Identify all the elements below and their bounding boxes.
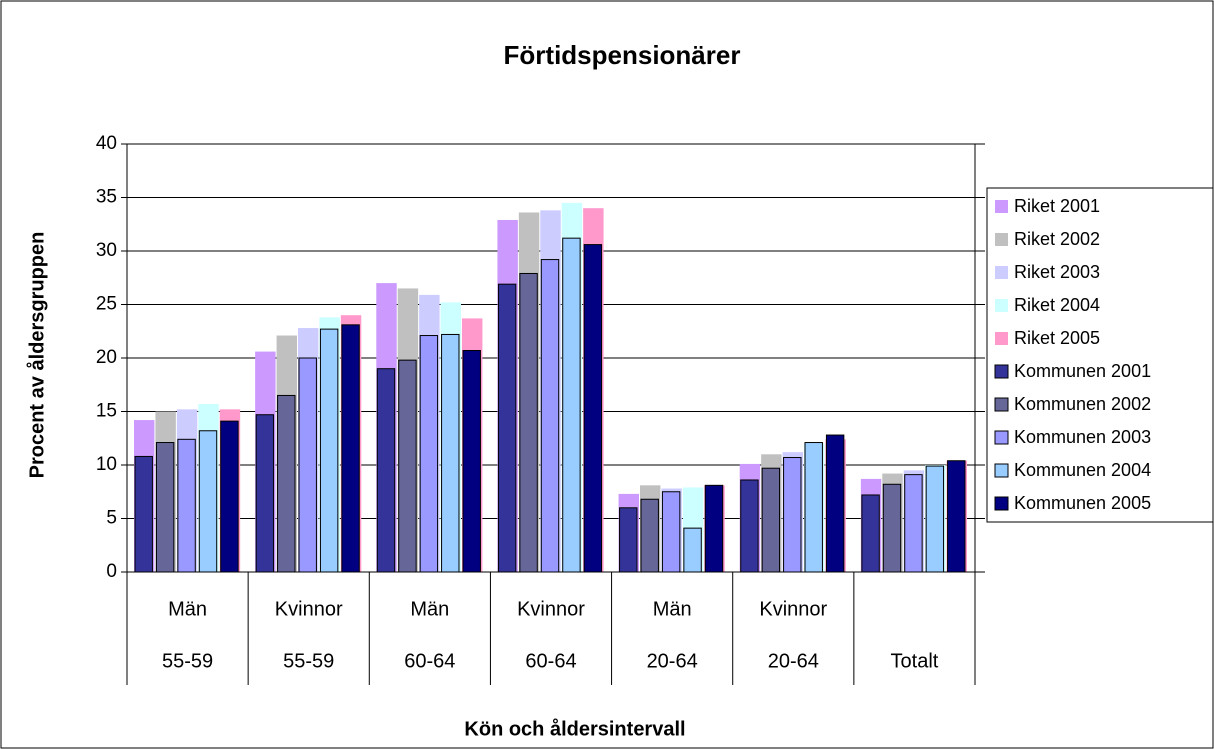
front-bar xyxy=(540,259,560,573)
legend-label: Kommunen 2005 xyxy=(1014,493,1151,513)
y-tick-label: 20 xyxy=(96,347,117,368)
legend xyxy=(986,187,1214,523)
x-group-label: 20-64 xyxy=(647,650,698,672)
front-bar xyxy=(277,394,296,573)
front-bar xyxy=(882,483,902,573)
legend-swatch xyxy=(994,397,1009,412)
front-bar xyxy=(341,324,360,573)
y-tick-label: 30 xyxy=(96,240,117,261)
legend-label: Kommunen 2001 xyxy=(1014,361,1151,381)
front-bar xyxy=(583,244,603,573)
legend-label: Riket 2004 xyxy=(1014,295,1100,315)
legend-swatch xyxy=(995,332,1008,345)
legend-swatch xyxy=(994,496,1009,511)
y-tick-label: 25 xyxy=(96,294,117,315)
x-group-label: 55-59 xyxy=(162,650,213,672)
front-bar xyxy=(804,442,823,573)
front-bar xyxy=(298,357,317,573)
front-bar xyxy=(640,498,659,573)
front-bar xyxy=(319,328,339,573)
x-axis-title: Kön och åldersintervall xyxy=(464,717,685,740)
front-bar xyxy=(904,474,923,573)
y-tick-label: 0 xyxy=(106,561,117,582)
x-group-label: 60-64 xyxy=(525,650,576,672)
legend-label: Kommunen 2003 xyxy=(1014,427,1151,447)
legend-swatch xyxy=(995,233,1008,246)
y-tick-label: 35 xyxy=(96,187,117,208)
x-tick-label: Män xyxy=(410,598,449,620)
legend-label: Riket 2005 xyxy=(1014,328,1100,348)
x-tick-label: Män xyxy=(168,598,207,620)
front-bar xyxy=(198,430,218,573)
legend-label: Kommunen 2002 xyxy=(1014,394,1151,414)
x-tick-label: Kvinnor xyxy=(759,598,827,620)
front-bar xyxy=(177,438,196,573)
front-bar xyxy=(155,442,175,573)
front-bar xyxy=(134,455,153,573)
legend-label: Riket 2001 xyxy=(1014,196,1100,216)
y-tick-label: 10 xyxy=(96,454,117,475)
front-bar xyxy=(398,359,417,573)
legend-swatch xyxy=(995,200,1008,213)
y-tick-label: 40 xyxy=(96,133,117,154)
front-bar xyxy=(497,283,517,573)
front-bar xyxy=(761,467,781,573)
x-group-label: Totalt xyxy=(891,650,939,672)
x-tick-label: Män xyxy=(653,598,692,620)
x-group-label: 55-59 xyxy=(283,650,334,672)
front-bar xyxy=(562,237,581,573)
front-bar xyxy=(925,465,945,573)
legend-swatch xyxy=(994,463,1009,478)
front-bar xyxy=(419,335,439,573)
front-bar xyxy=(376,368,396,573)
y-axis-title: Procent av åldersgruppen xyxy=(25,232,48,479)
legend-swatch xyxy=(995,266,1008,279)
front-bar xyxy=(740,479,759,573)
legend-swatch xyxy=(994,430,1009,445)
front-bar xyxy=(825,434,845,573)
front-bar xyxy=(255,414,275,573)
legend-label: Riket 2002 xyxy=(1014,229,1100,249)
legend-swatch xyxy=(994,364,1009,379)
front-bar xyxy=(462,350,481,573)
chart-title: Förtidspensionärer xyxy=(504,40,741,70)
y-tick-label: 15 xyxy=(96,401,117,422)
legend-swatch xyxy=(995,299,1008,312)
front-bar xyxy=(683,527,702,573)
x-tick-label: Kvinnor xyxy=(517,598,585,620)
y-tick-label: 5 xyxy=(106,508,117,529)
legend-label: Kommunen 2004 xyxy=(1014,460,1151,480)
front-bar xyxy=(220,420,239,573)
front-bar xyxy=(661,491,681,573)
x-group-label: 20-64 xyxy=(768,650,819,672)
front-bar xyxy=(783,457,802,573)
front-bar xyxy=(619,507,638,573)
front-bar xyxy=(704,484,724,573)
front-bar xyxy=(519,272,538,573)
front-bar xyxy=(861,494,880,573)
legend-label: Riket 2003 xyxy=(1014,262,1100,282)
x-tick-label: Kvinnor xyxy=(275,598,343,620)
front-bar xyxy=(947,460,966,573)
x-group-label: 60-64 xyxy=(404,650,455,672)
front-bar xyxy=(441,333,460,573)
